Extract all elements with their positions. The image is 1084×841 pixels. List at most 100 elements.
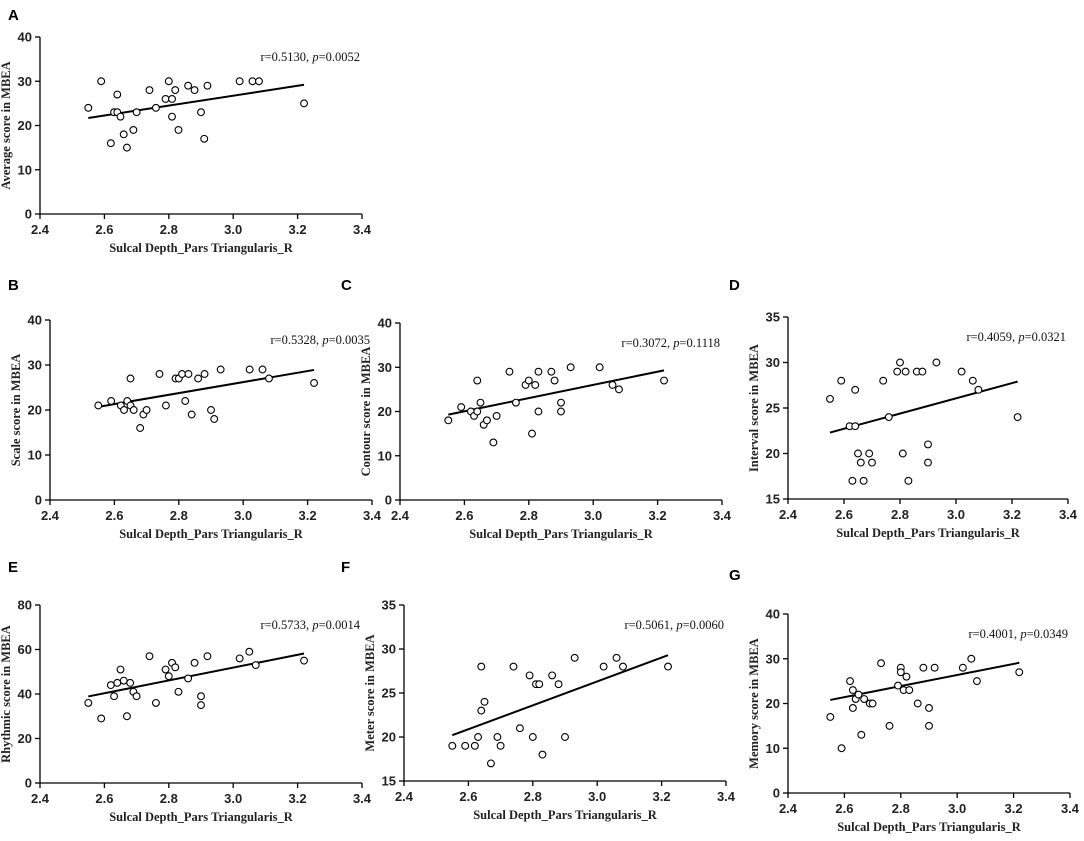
data-point	[851, 422, 860, 431]
y-tick-label: 20	[18, 731, 32, 746]
data-point	[848, 476, 857, 485]
data-point	[528, 429, 536, 438]
data-point	[477, 706, 486, 715]
y-tick-label: 10	[28, 448, 42, 463]
panel-b: B 2.4 2.6 2.8 3.0 3.2 3.4 0 10 20 30 40 Sulcal Depth…	[8, 277, 382, 541]
x-tick-label: 2.4	[41, 508, 60, 523]
data-point	[547, 367, 556, 376]
p-value: =0.0052	[319, 50, 360, 64]
data-point	[924, 440, 932, 449]
x-tick-label: 2.4	[779, 801, 798, 816]
data-point	[444, 416, 453, 425]
y-axis-label: Memory score in MBEA	[747, 638, 761, 769]
data-point	[258, 365, 267, 374]
y-tick-label: 0	[25, 207, 32, 222]
p-symbol: p	[1017, 330, 1024, 344]
data-point	[245, 647, 254, 656]
x-tick-label: 2.6	[455, 508, 473, 523]
data-point	[608, 381, 617, 389]
p-symbol: p	[672, 336, 679, 350]
r-value: r=0.5061,	[624, 618, 676, 632]
p-value: =0.0349	[1027, 627, 1068, 641]
y-tick-label: 10	[18, 162, 32, 177]
x-tick-label: 3.0	[224, 222, 242, 237]
data-point	[207, 406, 215, 414]
data-point	[535, 680, 544, 689]
data-point	[826, 394, 834, 403]
data-point	[476, 398, 485, 407]
y-tick-label: 40	[766, 607, 780, 622]
y-tick-label: 30	[766, 651, 780, 666]
y-tick-label: 40	[378, 316, 392, 331]
x-tick-label: 2.6	[95, 791, 113, 806]
data-point	[474, 733, 483, 741]
data-point	[557, 407, 565, 416]
data-point	[161, 401, 170, 410]
data-point	[190, 658, 199, 667]
data-point	[151, 103, 160, 112]
x-tick-label: 3.0	[588, 789, 606, 804]
correlation-stat: r=0.4001, p=0.0349	[968, 627, 1068, 641]
p-value: =0.0060	[683, 618, 724, 632]
x-axis-label: Sulcal Depth_Pars Triangularis_R	[119, 527, 304, 541]
y-tick-label: 0	[773, 786, 780, 801]
y-tick-label: 20	[28, 403, 42, 418]
data-point	[893, 367, 902, 376]
data-point	[528, 733, 537, 741]
data-point	[524, 376, 533, 385]
panel-f: F 2.4 2.6 2.8 3.0 3.2 3.4 15 20 25 30 35 Sulcal Dept…	[341, 559, 736, 822]
data-point	[851, 385, 860, 394]
data-point	[142, 406, 151, 414]
data-point	[116, 112, 125, 121]
x-tick-label: 3.4	[353, 791, 372, 806]
data-point	[122, 143, 131, 152]
data-point	[164, 672, 173, 681]
y-tick-label: 30	[766, 355, 780, 370]
data-point	[448, 741, 457, 750]
r-value: r=0.5130,	[260, 50, 312, 64]
x-tick-label: 3.4	[717, 789, 736, 804]
data-point	[664, 662, 672, 671]
x-tick-label: 3.0	[947, 507, 965, 522]
y-tick-label: 0	[385, 493, 392, 508]
x-tick-label: 3.4	[363, 508, 382, 523]
data-point	[554, 680, 563, 689]
y-axis-label: Average score in MBEA	[0, 61, 13, 189]
data-point	[97, 77, 106, 86]
x-axis-label: Sulcal Depth_Pars Triangularis_R	[473, 808, 658, 822]
x-tick-label: 3.2	[299, 508, 317, 523]
y-tick-label: 0	[25, 776, 32, 791]
panel-letter: B	[8, 277, 19, 294]
data-point	[515, 724, 524, 733]
y-tick-label: 20	[766, 446, 780, 461]
regression-line	[98, 368, 315, 408]
data-point	[534, 367, 543, 376]
data-point	[255, 77, 263, 86]
data-point	[974, 385, 983, 394]
x-tick-label: 2.4	[779, 507, 798, 522]
data-point	[525, 671, 534, 680]
data-point	[480, 697, 489, 706]
data-point	[174, 687, 183, 696]
y-tick-label: 25	[766, 401, 780, 416]
y-axis-label: Rhythmic score in MBEA	[0, 625, 13, 763]
data-point	[210, 415, 219, 423]
data-point	[110, 692, 119, 701]
data-point	[107, 397, 116, 405]
data-point	[310, 379, 318, 387]
data-point	[187, 410, 196, 419]
data-point	[857, 730, 866, 739]
x-tick-label: 3.4	[1061, 801, 1080, 816]
data-point	[84, 103, 93, 112]
data-point	[1013, 413, 1022, 422]
x-tick-label: 3.4	[353, 222, 372, 237]
data-point	[854, 690, 863, 699]
panel-letter: A	[8, 7, 19, 24]
r-value: r=0.5328,	[270, 333, 322, 347]
panel-d: D 2.4 2.6 2.8 3.0 3.2 3.4 15 20 25 30 35 Sulcal Dept…	[729, 277, 1078, 540]
data-point	[612, 653, 621, 662]
data-point	[97, 714, 106, 723]
data-point	[557, 398, 565, 407]
x-axis-label: Sulcal Depth_Pars Triangularis_R	[837, 820, 1022, 834]
data-point	[119, 130, 128, 139]
